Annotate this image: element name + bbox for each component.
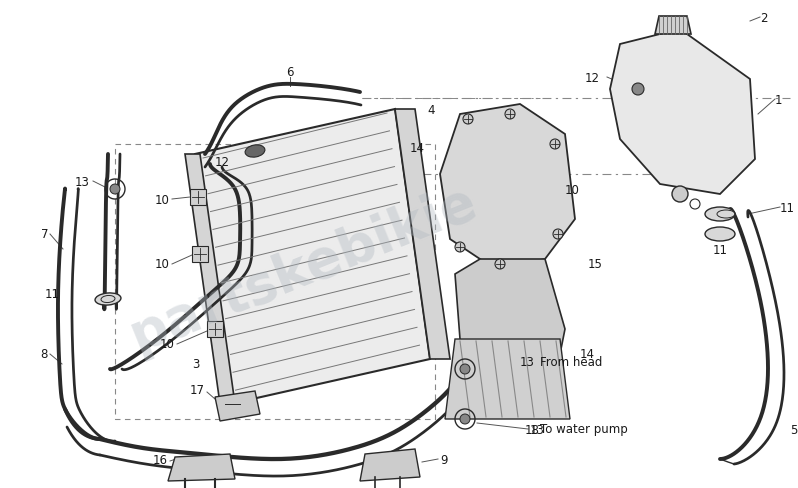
- Circle shape: [455, 243, 465, 252]
- Circle shape: [110, 184, 120, 195]
- Text: 15: 15: [588, 258, 602, 271]
- Polygon shape: [190, 190, 206, 205]
- Text: From head: From head: [540, 355, 602, 368]
- Circle shape: [495, 260, 505, 269]
- Text: 10: 10: [160, 338, 175, 351]
- Text: 9: 9: [440, 452, 448, 466]
- Circle shape: [672, 186, 688, 203]
- Polygon shape: [192, 246, 208, 263]
- Circle shape: [553, 229, 563, 240]
- Text: 12: 12: [215, 155, 230, 168]
- Text: 10: 10: [565, 183, 580, 196]
- Polygon shape: [440, 105, 575, 269]
- Text: 13: 13: [520, 355, 535, 368]
- Text: partskebikie: partskebikie: [122, 175, 484, 362]
- Text: 7: 7: [41, 228, 48, 241]
- Text: 14: 14: [410, 141, 425, 154]
- Polygon shape: [207, 321, 223, 337]
- Text: 11: 11: [780, 201, 795, 214]
- Ellipse shape: [245, 145, 265, 158]
- Circle shape: [460, 414, 470, 424]
- Text: 10: 10: [155, 258, 170, 271]
- Ellipse shape: [705, 227, 735, 242]
- Polygon shape: [215, 391, 260, 421]
- Ellipse shape: [705, 207, 735, 222]
- Text: 1: 1: [775, 93, 783, 106]
- Polygon shape: [455, 260, 565, 384]
- Text: 16: 16: [153, 452, 168, 466]
- Text: 8: 8: [41, 348, 48, 361]
- Polygon shape: [610, 30, 755, 195]
- Text: 3: 3: [192, 358, 200, 371]
- Text: 18: 18: [525, 423, 540, 436]
- Text: 13: 13: [75, 175, 90, 188]
- Polygon shape: [360, 449, 420, 481]
- Text: 2: 2: [760, 12, 768, 24]
- Text: 4: 4: [428, 103, 435, 116]
- Text: 17: 17: [190, 383, 205, 396]
- Circle shape: [463, 115, 473, 125]
- Polygon shape: [185, 155, 235, 404]
- Polygon shape: [195, 110, 430, 404]
- Text: 13: 13: [530, 423, 545, 436]
- Text: To water pump: To water pump: [540, 423, 628, 436]
- Text: 5: 5: [790, 423, 797, 436]
- Text: 6: 6: [286, 66, 294, 80]
- Text: 11: 11: [713, 243, 728, 256]
- Text: 12: 12: [585, 71, 600, 84]
- Polygon shape: [655, 17, 691, 35]
- Text: 10: 10: [155, 193, 170, 206]
- Circle shape: [550, 140, 560, 150]
- Circle shape: [632, 84, 644, 96]
- Text: 11: 11: [45, 288, 60, 301]
- Polygon shape: [168, 454, 235, 481]
- Circle shape: [505, 110, 515, 120]
- Polygon shape: [445, 339, 570, 419]
- Text: 14: 14: [580, 348, 595, 361]
- Polygon shape: [395, 110, 450, 359]
- Circle shape: [460, 364, 470, 374]
- Ellipse shape: [95, 293, 121, 305]
